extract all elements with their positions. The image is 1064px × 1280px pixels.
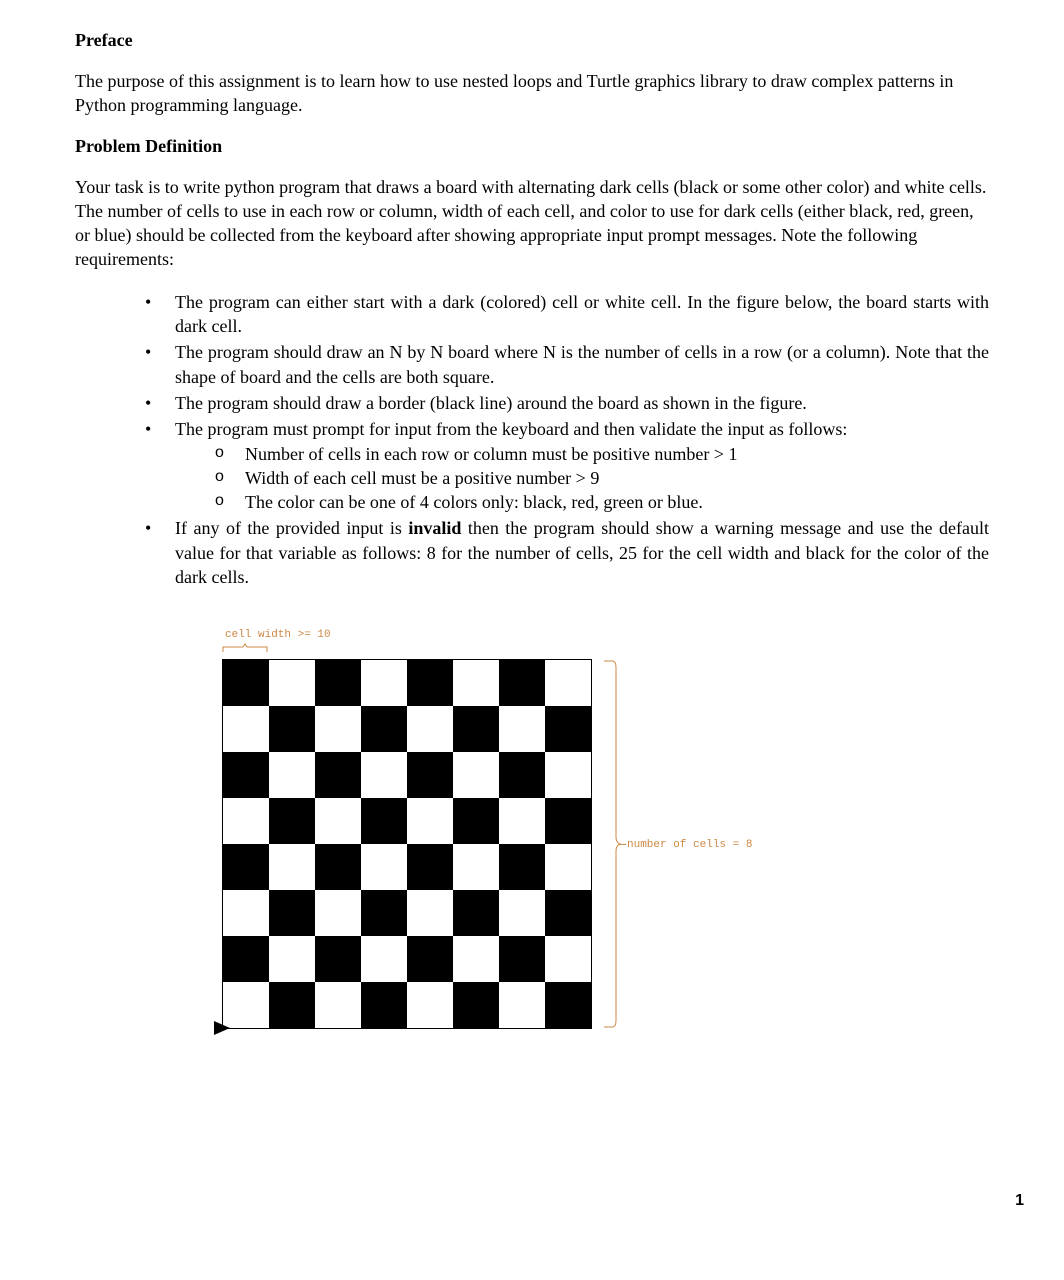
light-cell — [361, 752, 407, 798]
bullet-2: The program should draw an N by N board … — [145, 340, 989, 389]
num-cells-label: number of cells = 8 — [627, 839, 752, 851]
dark-cell — [499, 660, 545, 706]
light-cell — [269, 844, 315, 890]
dark-cell — [453, 706, 499, 752]
num-cells-tick — [620, 844, 626, 845]
dark-cell — [223, 660, 269, 706]
dark-cell — [499, 752, 545, 798]
light-cell — [269, 660, 315, 706]
problem-heading: Problem Definition — [75, 136, 989, 157]
dark-cell — [269, 890, 315, 936]
dark-cell — [315, 936, 361, 982]
cell-width-label: cell width >= 10 — [225, 629, 331, 641]
light-cell — [361, 936, 407, 982]
dark-cell — [545, 982, 591, 1028]
dark-cell — [315, 752, 361, 798]
light-cell — [361, 660, 407, 706]
dark-cell — [223, 936, 269, 982]
dark-cell — [407, 844, 453, 890]
light-cell — [545, 844, 591, 890]
cell-width-bracket-icon — [222, 643, 268, 653]
dark-cell — [545, 890, 591, 936]
light-cell — [407, 706, 453, 752]
sub-bullet-1: Number of cells in each row or column mu… — [215, 442, 989, 466]
light-cell — [499, 798, 545, 844]
dark-cell — [407, 936, 453, 982]
dark-cell — [361, 798, 407, 844]
light-cell — [407, 798, 453, 844]
checkerboard — [223, 660, 591, 1028]
dark-cell — [269, 798, 315, 844]
bullet-4: The program must prompt for input from t… — [145, 417, 989, 514]
dark-cell — [361, 982, 407, 1028]
problem-intro: Your task is to write python program tha… — [75, 175, 989, 272]
dark-cell — [269, 706, 315, 752]
bullet-5-bold: invalid — [408, 518, 461, 538]
preface-text: The purpose of this assignment is to lea… — [75, 69, 989, 118]
dark-cell — [453, 890, 499, 936]
dark-cell — [453, 798, 499, 844]
bullet-4-text: The program must prompt for input from t… — [175, 419, 847, 439]
dark-cell — [223, 844, 269, 890]
sub-bullet-2: Width of each cell must be a positive nu… — [215, 466, 989, 490]
turtle-arrow-icon — [214, 1021, 230, 1035]
light-cell — [499, 982, 545, 1028]
light-cell — [269, 752, 315, 798]
dark-cell — [315, 660, 361, 706]
light-cell — [453, 844, 499, 890]
validation-sublist: Number of cells in each row or column mu… — [175, 442, 989, 515]
dark-cell — [269, 982, 315, 1028]
bullet-1: The program can either start with a dark… — [145, 290, 989, 339]
light-cell — [223, 706, 269, 752]
dark-cell — [407, 660, 453, 706]
dark-cell — [499, 844, 545, 890]
right-brace-icon — [602, 659, 622, 1029]
light-cell — [315, 798, 361, 844]
dark-cell — [499, 936, 545, 982]
requirements-list: The program can either start with a dark… — [145, 290, 989, 590]
bullet-3: The program should draw a border (black … — [145, 391, 989, 415]
light-cell — [315, 890, 361, 936]
light-cell — [223, 890, 269, 936]
dark-cell — [453, 982, 499, 1028]
figure: cell width >= 10 number of cells = 8 — [222, 629, 842, 1089]
dark-cell — [223, 752, 269, 798]
page-number: 1 — [1015, 1192, 1024, 1210]
sub-bullet-3: The color can be one of 4 colors only: b… — [215, 490, 989, 514]
light-cell — [407, 890, 453, 936]
light-cell — [361, 844, 407, 890]
light-cell — [545, 752, 591, 798]
light-cell — [453, 936, 499, 982]
light-cell — [499, 890, 545, 936]
preface-heading: Preface — [75, 30, 989, 51]
light-cell — [407, 982, 453, 1028]
light-cell — [499, 706, 545, 752]
dark-cell — [545, 706, 591, 752]
dark-cell — [315, 844, 361, 890]
bullet-5: If any of the provided input is invalid … — [145, 516, 989, 589]
bullet-5-pre: If any of the provided input is — [175, 518, 408, 538]
dark-cell — [545, 798, 591, 844]
board-border — [222, 659, 592, 1029]
light-cell — [315, 706, 361, 752]
light-cell — [453, 752, 499, 798]
light-cell — [545, 936, 591, 982]
light-cell — [315, 982, 361, 1028]
dark-cell — [407, 752, 453, 798]
dark-cell — [361, 706, 407, 752]
light-cell — [223, 798, 269, 844]
light-cell — [269, 936, 315, 982]
light-cell — [545, 660, 591, 706]
light-cell — [453, 660, 499, 706]
dark-cell — [361, 890, 407, 936]
